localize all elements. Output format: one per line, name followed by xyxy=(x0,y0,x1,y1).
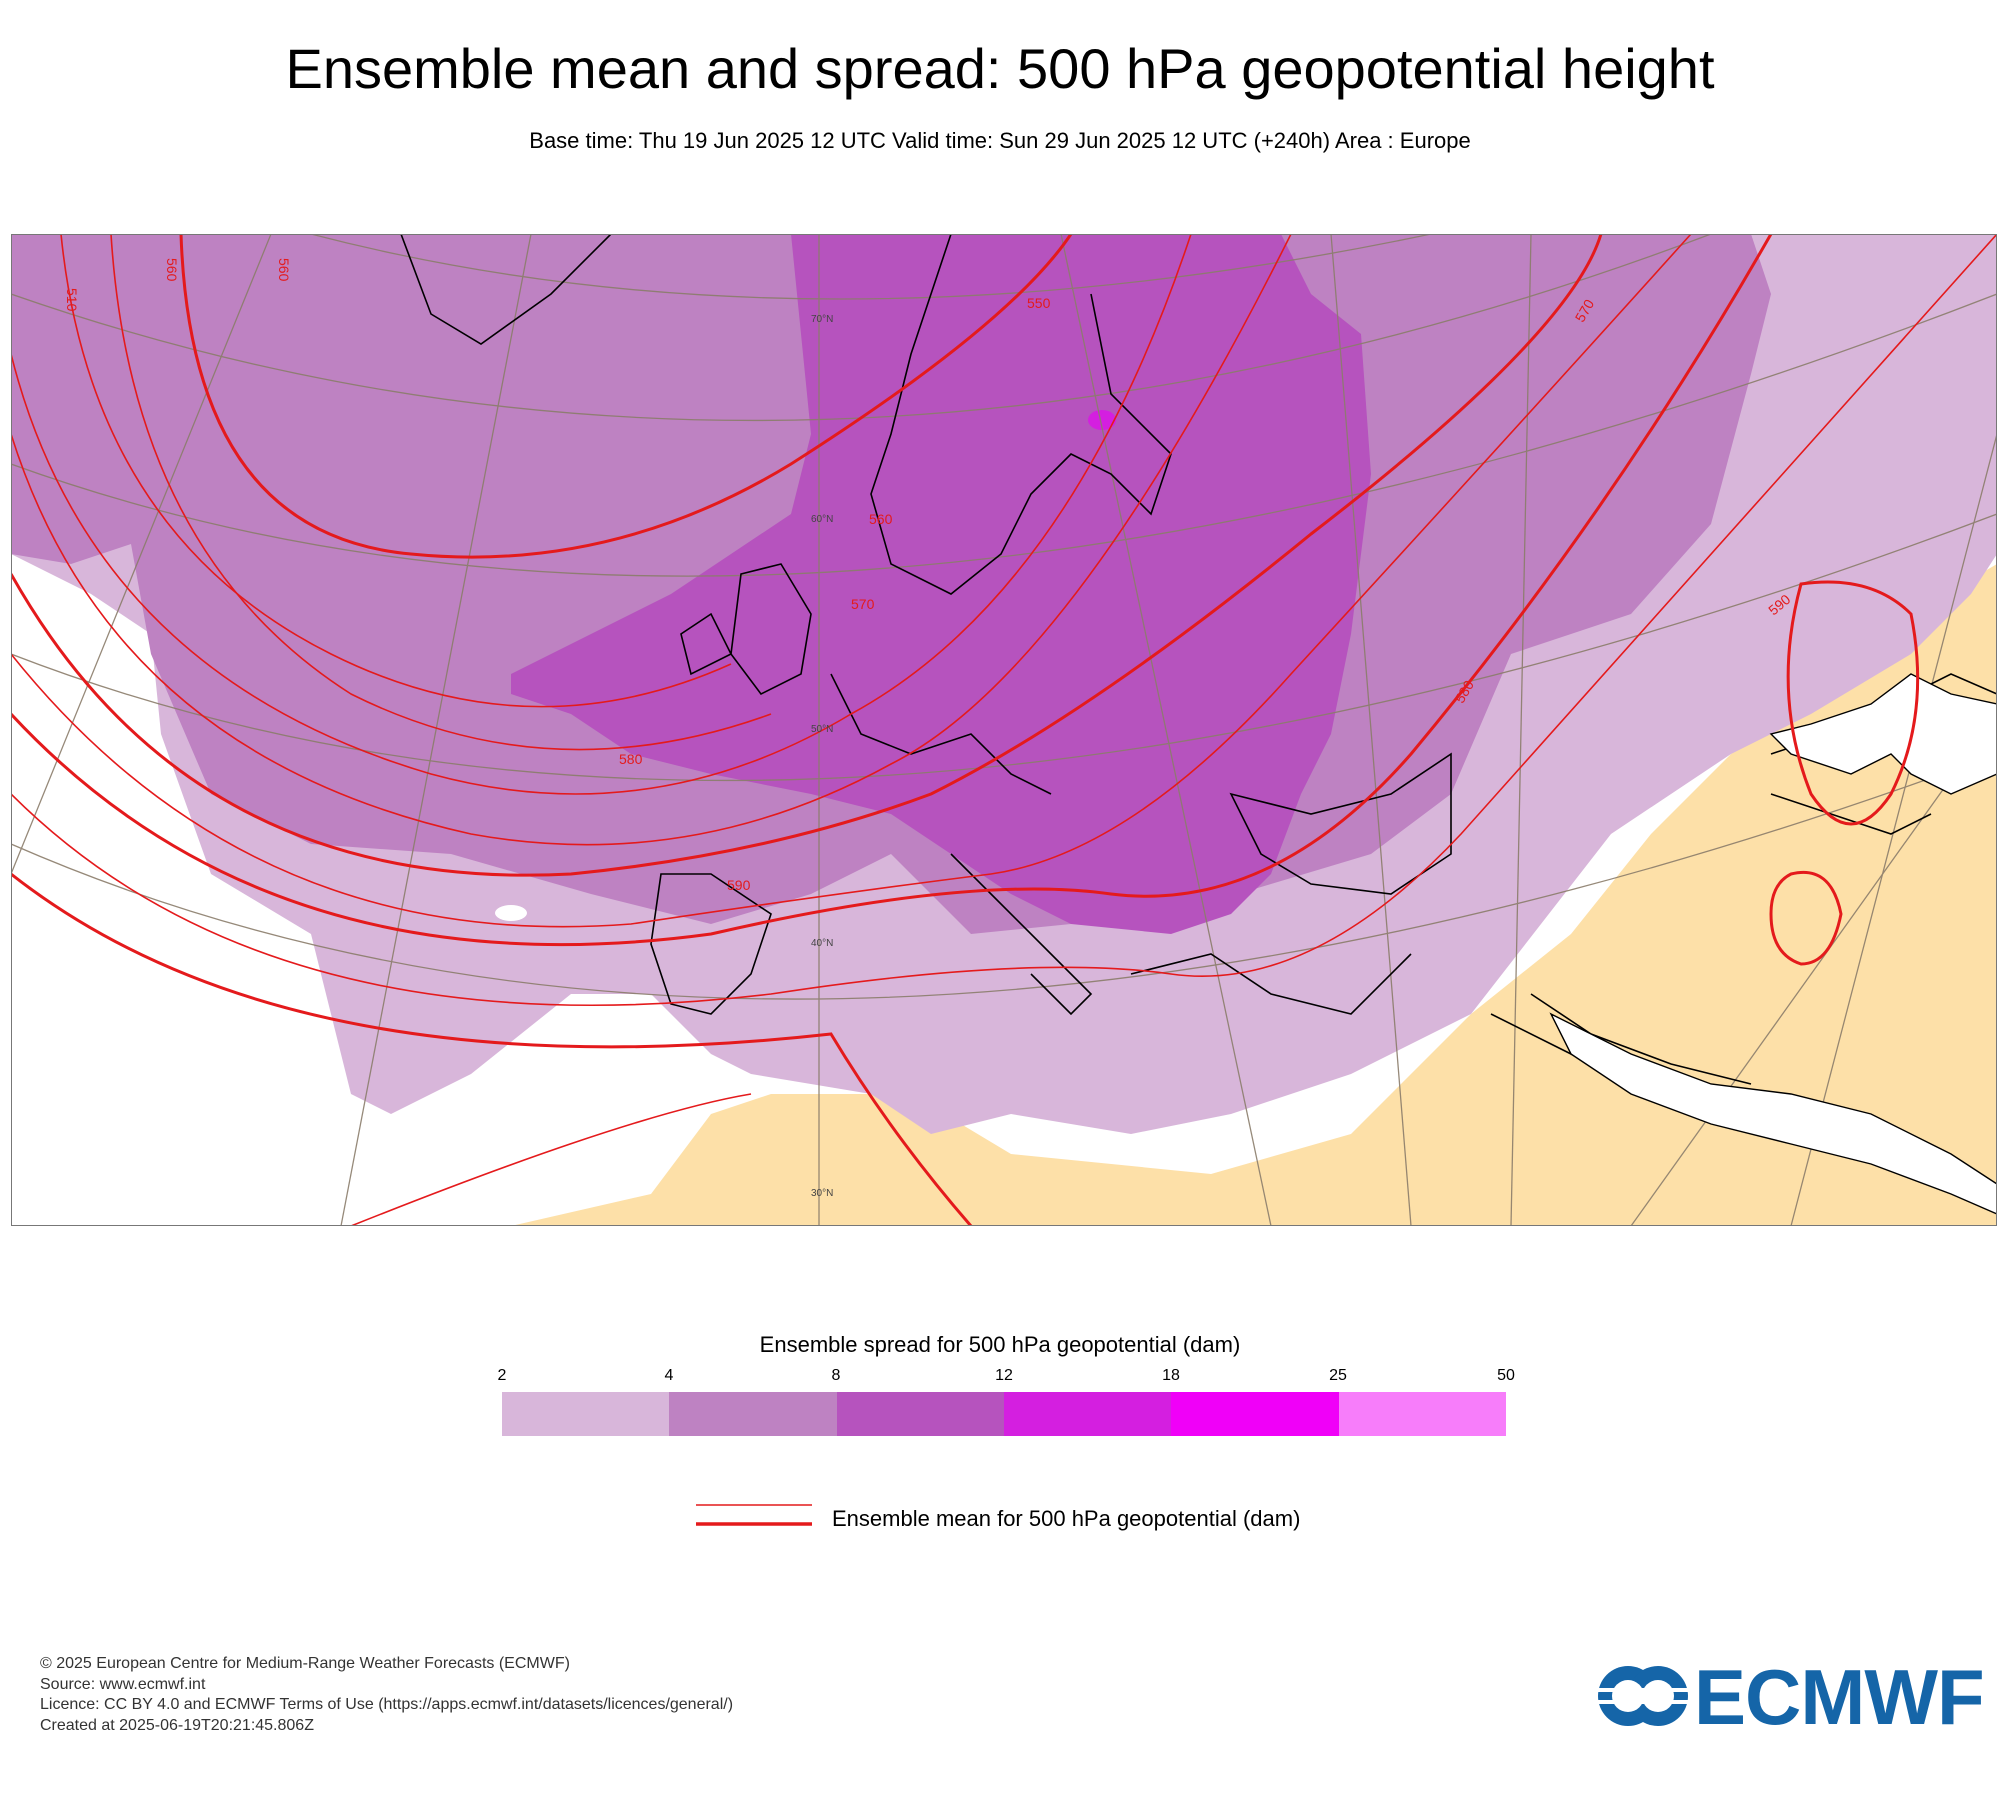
contour-label: 560 xyxy=(164,258,180,282)
contour-label: 590 xyxy=(727,877,751,893)
spread-spot-12-18 xyxy=(1088,410,1116,430)
footer-credits: © 2025 European Centre for Medium-Range … xyxy=(40,1654,733,1736)
footer-copyright: © 2025 European Centre for Medium-Range … xyxy=(40,1655,570,1672)
map-canvas: 70°N 60°N 50°N 40°N 30°N 510 560 560 550… xyxy=(11,234,1997,1226)
footer-created: Created at 2025-06-19T20:21:45.806Z xyxy=(40,1716,314,1734)
chart-subtitle: Base time: Thu 19 Jun 2025 12 UTC Valid … xyxy=(529,128,1471,153)
spread-spot-white xyxy=(495,905,527,921)
colorbar-swatch xyxy=(836,1392,1004,1436)
colorbar-swatch xyxy=(669,1392,837,1436)
lat-label: 40°N xyxy=(811,938,833,949)
lat-label: 50°N xyxy=(811,724,833,735)
lat-label: 30°N xyxy=(811,1188,833,1199)
colorbar-swatch xyxy=(1171,1392,1339,1436)
lat-labels: 70°N 60°N 50°N 40°N 30°N xyxy=(811,314,833,1199)
mean-contours xyxy=(11,234,1997,1226)
colorbar-tick: 12 xyxy=(995,1367,1013,1384)
contour-label: 510 xyxy=(64,288,80,312)
spread-legend-title: Ensemble spread for 500 hPa geopotential… xyxy=(759,1332,1241,1357)
contour-labels: 510 560 560 550 560 570 570 580 580 590 … xyxy=(64,258,1794,893)
lat-label: 60°N xyxy=(811,514,833,525)
contour-label: 560 xyxy=(869,511,893,527)
graticule xyxy=(11,234,1997,1226)
caspian-sea xyxy=(1769,673,1997,795)
spread-colorbar xyxy=(502,1392,1506,1436)
map-panel: 70°N 60°N 50°N 40°N 30°N 510 560 560 550… xyxy=(11,234,1997,1226)
colorbar-swatch xyxy=(1003,1392,1172,1436)
colorbar-swatch xyxy=(502,1392,670,1436)
contour-label: 560 xyxy=(276,258,292,282)
contour-label: 580 xyxy=(619,751,643,767)
contour-label: 550 xyxy=(1027,295,1051,311)
mean-line-legend-label: Ensemble mean for 500 hPa geopotential (… xyxy=(832,1506,1301,1531)
footer-source: Source: www.ecmwf.int xyxy=(40,1675,206,1693)
contour-label: 570 xyxy=(851,596,875,612)
mean-line-legend-symbol xyxy=(696,1504,812,1526)
spread-band-8-12 xyxy=(511,234,1371,934)
map-frame xyxy=(11,234,1997,1226)
colorbar-tick: 8 xyxy=(831,1367,841,1384)
colorbar-tick: 4 xyxy=(664,1367,674,1384)
footer-licence: Licence: CC BY 4.0 and ECMWF Terms of Us… xyxy=(40,1696,734,1713)
colorbar-tick: 25 xyxy=(1329,1367,1347,1384)
colorbar-swatch xyxy=(1338,1392,1506,1436)
coastlines xyxy=(400,234,1997,1195)
ecmwf-logo-icon xyxy=(1596,1666,1688,1726)
colorbar-tick: 18 xyxy=(1162,1367,1180,1384)
chart-title: Ensemble mean and spread: 500 hPa geopot… xyxy=(285,37,1715,100)
ecmwf-logo-text: ECMWF xyxy=(1694,1653,1985,1741)
colorbar-tick: 50 xyxy=(1497,1367,1515,1384)
persian-gulf xyxy=(1549,1012,1997,1215)
colorbar-tick: 2 xyxy=(497,1367,507,1384)
lat-label: 70°N xyxy=(811,314,833,325)
